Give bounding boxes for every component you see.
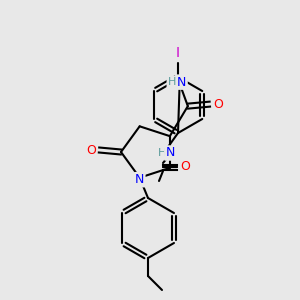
Text: H: H	[158, 148, 166, 158]
Text: H: H	[168, 77, 176, 87]
Text: N: N	[135, 173, 144, 186]
Text: I: I	[176, 46, 180, 60]
Text: N: N	[177, 76, 187, 88]
Text: N: N	[165, 146, 175, 160]
Text: O: O	[213, 98, 223, 111]
Text: O: O	[180, 160, 190, 173]
Text: O: O	[86, 143, 96, 157]
